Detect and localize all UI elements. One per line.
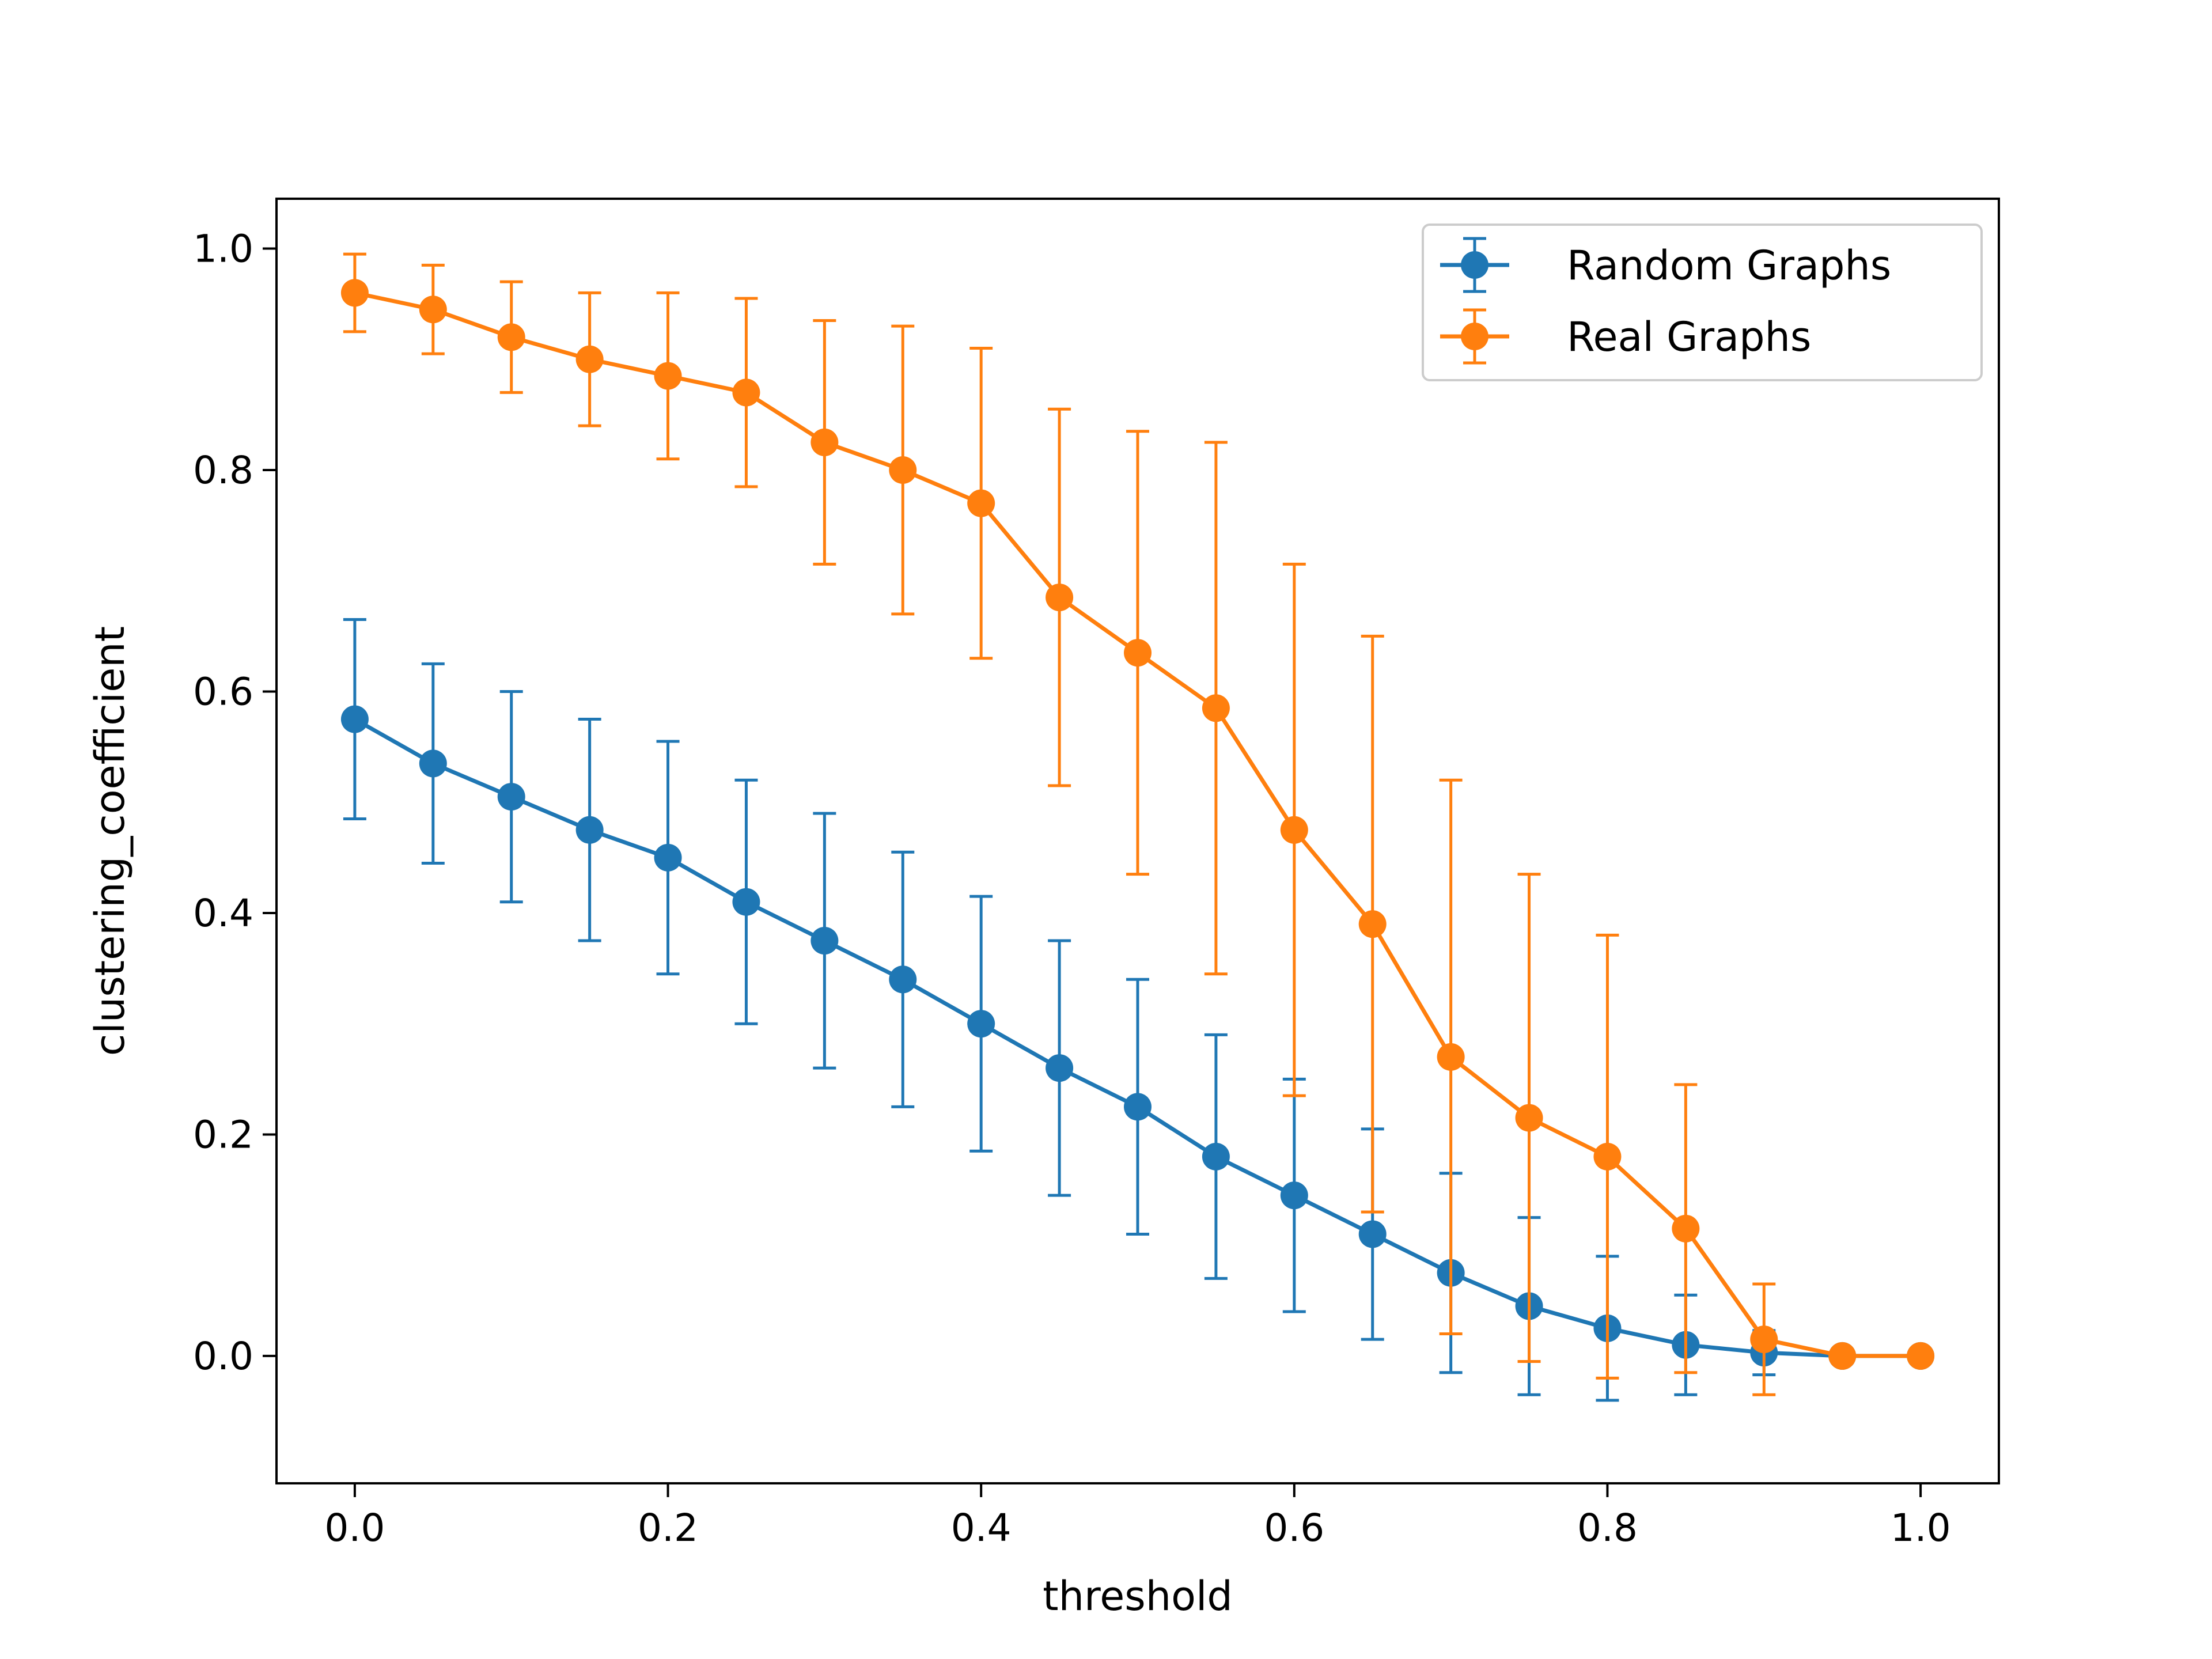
data-point — [1515, 1104, 1543, 1132]
series-1 — [340, 252, 1935, 1396]
legend-marker — [1461, 251, 1488, 279]
x-tick-label: 1.0 — [1891, 1506, 1951, 1550]
data-point — [732, 378, 760, 407]
data-point — [810, 927, 839, 955]
x-tick-label: 0.6 — [1264, 1506, 1324, 1550]
legend-marker — [1461, 323, 1488, 350]
data-point — [889, 965, 917, 994]
data-point — [1046, 584, 1074, 612]
data-point — [419, 749, 447, 778]
data-point — [340, 705, 369, 733]
data-point — [732, 888, 760, 916]
data-point — [1124, 639, 1152, 667]
data-point — [1828, 1342, 1857, 1370]
legend-label: Random Graphs — [1567, 242, 1891, 289]
data-point — [1358, 1220, 1387, 1248]
x-tick-label: 0.2 — [638, 1506, 698, 1550]
x-tick-label: 0.4 — [951, 1506, 1012, 1550]
legend-item-1: Real Graphs — [1440, 308, 1811, 365]
data-point — [1750, 1325, 1778, 1354]
y-tick-label: 0.6 — [193, 669, 253, 714]
data-point — [967, 489, 995, 517]
data-point — [1202, 694, 1230, 722]
data-point — [654, 362, 682, 390]
data-point — [889, 456, 917, 484]
y-tick-label: 0.8 — [193, 448, 253, 493]
data-point — [1358, 910, 1387, 938]
y-tick-label: 0.4 — [193, 891, 253, 935]
data-point — [419, 296, 447, 324]
legend-item-0: Random Graphs — [1440, 237, 1891, 293]
legend-frame — [1422, 224, 1983, 381]
data-point — [1124, 1093, 1152, 1121]
y-tick-label: 1.0 — [193, 227, 253, 271]
x-tick-label: 0.0 — [324, 1506, 385, 1550]
plot-frame — [275, 198, 2000, 1484]
axes-layer: 0.0 0.2 0.4 0.6 0.8 1.0 0.0 0.2 0.4 0.6 0.8 1.0 — [193, 227, 1951, 1550]
data-point — [1593, 1142, 1622, 1171]
data-point — [1437, 1043, 1465, 1071]
data-point — [810, 428, 839, 456]
x-axis-title: threshold — [1043, 1573, 1233, 1620]
y-tick-label: 0.2 — [193, 1112, 253, 1157]
data-point — [575, 345, 604, 373]
data-point — [1280, 816, 1308, 844]
x-tick-label: 0.8 — [1577, 1506, 1638, 1550]
data-point — [654, 843, 682, 872]
legend: Random Graphs Real Graphs — [1422, 224, 1983, 381]
data-point — [340, 279, 369, 307]
data-point — [1280, 1181, 1308, 1210]
series-layer — [340, 252, 1935, 1402]
data-point — [1202, 1142, 1230, 1171]
data-point — [497, 783, 525, 811]
data-point — [967, 1010, 995, 1038]
data-point — [1907, 1342, 1935, 1370]
data-point — [1672, 1214, 1700, 1243]
data-point — [497, 323, 525, 351]
legend-label: Real Graphs — [1567, 313, 1811, 361]
y-axis-title: clustering_coefficient — [86, 626, 134, 1056]
data-point — [1046, 1054, 1074, 1082]
data-point — [575, 816, 604, 844]
y-tick-label: 0.0 — [193, 1334, 253, 1378]
